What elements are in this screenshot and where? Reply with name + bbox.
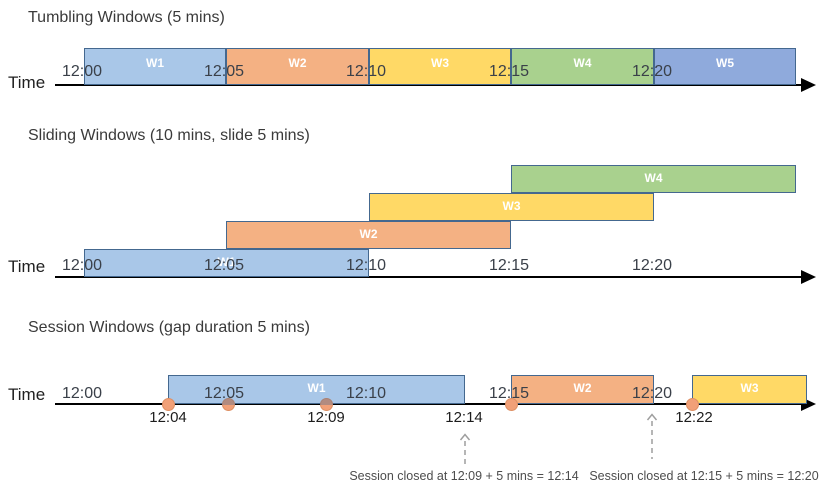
- session-axis-line: [55, 403, 803, 405]
- tick-label: 12:15: [488, 385, 530, 402]
- tick-label: 12:00: [61, 385, 103, 402]
- tick-label: 12:20: [631, 63, 673, 80]
- session-window-w1: W1: [168, 375, 465, 404]
- tumbling-axis-line: [55, 84, 803, 86]
- event-time-label: 12:22: [675, 409, 713, 426]
- session-window-w2: W2: [511, 375, 654, 404]
- session-section-title: Session Windows (gap duration 5 mins): [28, 319, 310, 336]
- window-label: W3: [431, 56, 449, 70]
- window-label: W4: [644, 171, 663, 185]
- tick-label: 12:10: [345, 63, 387, 80]
- event-dot: [222, 398, 235, 411]
- window-label: W2: [288, 56, 307, 70]
- window-label: W1: [307, 381, 326, 395]
- sliding-axis-arrowhead-icon: [801, 270, 816, 284]
- sliding-window-w4: W4: [511, 165, 796, 193]
- tumbling-time-axis-label: Time: [8, 73, 46, 92]
- window-label: W4: [573, 56, 592, 70]
- tick-label: 12:10: [345, 385, 387, 402]
- tick-label: 12:00: [61, 257, 103, 274]
- event-time-label: 12:04: [149, 409, 187, 426]
- event-dot-covered-half: [222, 398, 235, 405]
- tumbling-window-w3: W3: [369, 48, 511, 85]
- window-label: W2: [573, 381, 592, 395]
- event-time-label: 12:09: [307, 409, 345, 426]
- tick-label: 12:15: [488, 257, 530, 274]
- session-close-annotation: Session closed at 12:09 + 5 mins = 12:14: [349, 469, 579, 483]
- window-label: W3: [740, 381, 759, 395]
- sliding-time-axis-label: Time: [8, 257, 46, 276]
- tumbling-window-w1: W1: [84, 48, 226, 85]
- tick-label: 12:05: [203, 257, 245, 274]
- window-label: W5: [716, 56, 734, 70]
- sliding-window-w3: W3: [369, 193, 654, 221]
- sliding-section-title: Sliding Windows (10 mins, slide 5 mins): [28, 127, 310, 144]
- session-window-w3: W3: [692, 375, 807, 404]
- event-dot: [686, 398, 699, 411]
- session-time-axis-label: Time: [8, 385, 46, 404]
- tumbling-window-w4: W4: [511, 48, 654, 85]
- tumbling-window-w2: W2: [226, 48, 369, 85]
- window-label: W1: [146, 56, 164, 70]
- window-label: W3: [502, 199, 521, 213]
- sliding-axis-line: [55, 276, 803, 278]
- tick-label: 12:05: [203, 63, 245, 80]
- window-label: W2: [359, 227, 378, 241]
- tick-label: 12:10: [345, 257, 387, 274]
- sliding-window-w2: W2: [226, 221, 511, 249]
- tick-label: 12:20: [631, 385, 673, 402]
- tumbling-axis-arrowhead-icon: [801, 78, 816, 92]
- tumbling-window-w5: W5: [654, 48, 796, 85]
- event-dot: [162, 398, 175, 411]
- event-time-label: 12:14: [445, 409, 483, 426]
- tick-label: 12:15: [488, 63, 530, 80]
- session-close-up-arrow-icon: [459, 433, 471, 467]
- session-close-up-arrow-icon: [646, 413, 658, 459]
- session-close-annotation: Session closed at 12:15 + 5 mins = 12:20: [589, 469, 819, 483]
- event-dot-covered-half: [320, 398, 333, 405]
- tick-label: 12:05: [203, 385, 245, 402]
- event-dot: [320, 398, 333, 411]
- window-label: W1: [217, 255, 236, 269]
- sliding-window-w1: W1: [84, 249, 369, 277]
- tick-label: 12:20: [631, 257, 673, 274]
- tick-label: 12:00: [61, 63, 103, 80]
- event-dot: [505, 398, 518, 411]
- tumbling-section-title: Tumbling Windows (5 mins): [28, 9, 225, 26]
